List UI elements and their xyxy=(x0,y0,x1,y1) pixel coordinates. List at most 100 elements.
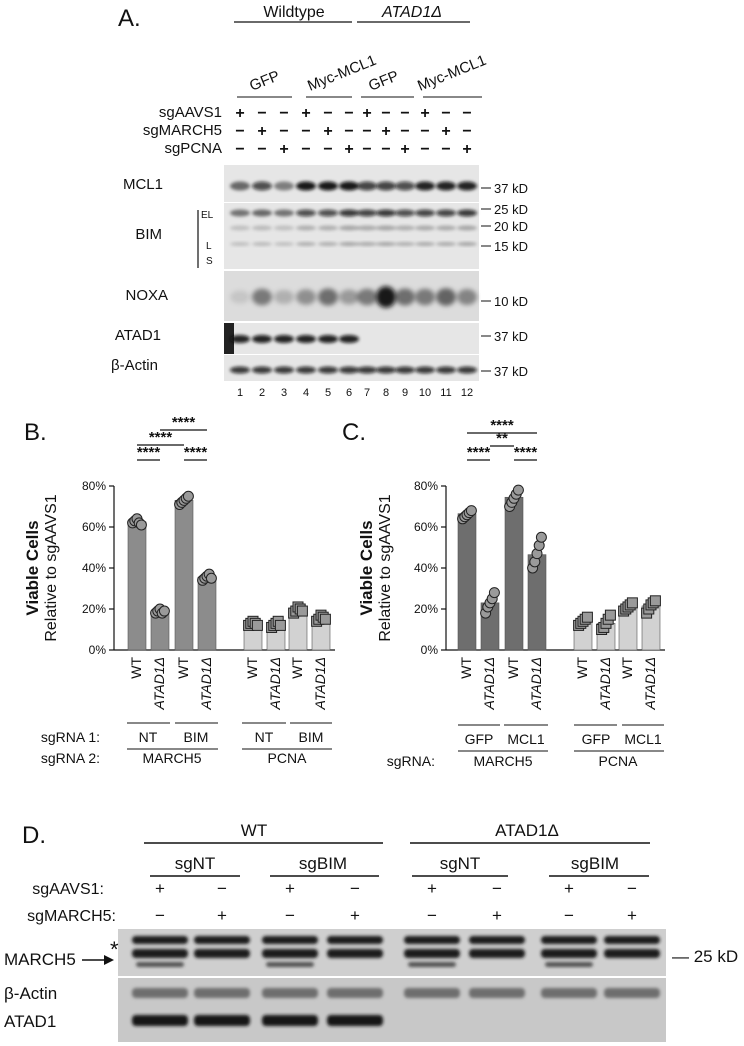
blot-band xyxy=(339,209,359,217)
construct-label: GFP xyxy=(366,67,401,94)
blot-band xyxy=(274,181,294,191)
asterisk: * xyxy=(110,937,119,962)
blot-band xyxy=(296,335,316,343)
atad1-band xyxy=(262,1015,318,1026)
x-category-label: ATAD1Δ xyxy=(267,657,283,710)
y-axis-label-2: Relative to sgAAVS1 xyxy=(377,494,394,641)
mw-marker: 37 kD xyxy=(494,364,528,379)
actin-band xyxy=(194,988,250,998)
y-tick-label: 0% xyxy=(421,643,439,657)
actin-band xyxy=(404,988,460,998)
blot-band xyxy=(230,209,250,217)
march5-band xyxy=(541,949,597,958)
actin-band xyxy=(132,988,188,998)
data-point xyxy=(135,519,147,531)
sig-stars: **** xyxy=(467,444,491,461)
data-point xyxy=(158,605,170,617)
sg-row-label: sgAAVS1 xyxy=(159,104,222,121)
atad1-header: ATAD1Δ xyxy=(381,4,442,21)
sign: − xyxy=(257,105,266,122)
subgroup-label: sgNT xyxy=(440,854,481,873)
sgrna2-value: PCNA xyxy=(599,753,639,769)
blot-band xyxy=(357,288,377,306)
subgroup-label: sgNT xyxy=(175,854,216,873)
march5-upper-band xyxy=(194,936,250,944)
blot-band xyxy=(318,209,338,217)
blot-band xyxy=(252,225,272,231)
x-category-label: WT xyxy=(128,657,144,679)
blot-band xyxy=(436,225,456,231)
blot-label: MCL1 xyxy=(123,176,163,193)
march5-upper-band xyxy=(469,936,525,944)
blot-band xyxy=(376,286,396,308)
sign: − xyxy=(400,105,409,122)
blot-edge xyxy=(224,323,234,354)
blot-band xyxy=(415,181,435,191)
data-point xyxy=(465,505,477,517)
blot-band xyxy=(395,225,415,231)
blot-band xyxy=(376,225,396,231)
sign: − xyxy=(381,105,390,122)
sign: − xyxy=(323,105,332,122)
blot-band xyxy=(296,289,316,305)
group-label: WT xyxy=(241,821,267,840)
x-category-label: ATAD1Δ xyxy=(151,657,167,710)
sign: − xyxy=(285,906,295,925)
sgrna1-label: sgRNA 1: xyxy=(41,729,100,745)
subgroup-label: sgBIM xyxy=(571,854,619,873)
atad1-band xyxy=(194,1015,250,1026)
data-point xyxy=(296,605,308,617)
blot-band xyxy=(415,242,435,246)
blot-band xyxy=(395,288,415,306)
lane-number: 9 xyxy=(402,387,408,399)
march5-upper-band xyxy=(327,936,383,944)
blot-band xyxy=(395,181,415,191)
bim-el: EL xyxy=(201,210,214,221)
data-point xyxy=(319,613,331,625)
y-axis-label-2: Relative to sgAAVS1 xyxy=(43,494,60,641)
x-category-label: WT xyxy=(289,657,305,679)
march5-band xyxy=(469,949,525,958)
y-tick-label: 40% xyxy=(414,561,438,575)
blot-band xyxy=(274,242,294,246)
sgrna1-value: BIM xyxy=(299,729,324,745)
bim-l: L xyxy=(206,241,212,252)
march5-band xyxy=(404,949,460,958)
sign: − xyxy=(420,141,429,158)
blot-band xyxy=(318,181,338,191)
blot-band xyxy=(230,290,250,304)
atad1-band xyxy=(327,1015,383,1026)
sign: + xyxy=(441,123,450,140)
march5-band xyxy=(604,949,660,958)
sgrna-sign-grid: sgAAVS1 + − − + − − + − − + − −sgMARCH5− + − − + − − + − − + −s… xyxy=(143,104,472,158)
mw-marker: 37 kD xyxy=(494,329,528,344)
y-tick-label: 60% xyxy=(414,520,438,534)
data-point xyxy=(251,619,263,631)
data-point xyxy=(205,572,217,584)
sign: − xyxy=(362,141,371,158)
blot-label: BIM xyxy=(135,226,162,243)
blot-band xyxy=(318,366,338,374)
chart-b: Viable Cells Relative to sgAAVS1 0% 20% 40% 6… xyxy=(23,414,335,766)
data-point xyxy=(182,490,194,502)
lane-number: 6 xyxy=(346,387,352,399)
blot-band xyxy=(436,209,456,217)
march5-lower-band xyxy=(266,962,314,967)
sign: + xyxy=(279,141,288,158)
sign: − xyxy=(381,141,390,158)
sign: − xyxy=(235,141,244,158)
panel-a-letter: A. xyxy=(118,5,141,32)
y-tick-label: 20% xyxy=(82,602,106,616)
sign: − xyxy=(441,105,450,122)
lane-number: 7 xyxy=(364,387,370,399)
blot-band xyxy=(436,366,456,374)
x-category-label: ATAD1Δ xyxy=(198,657,214,710)
lane-number: 8 xyxy=(383,387,389,399)
construct-label: Myc-MCL1 xyxy=(305,52,379,95)
western-blots-a: MCL1 BIM NOXA ATAD1 β-Actin EL LS 37 kD 25 kD 20 … xyxy=(111,165,528,399)
y-tick-label: 80% xyxy=(82,479,106,493)
mw-marker: 25 kD xyxy=(494,202,528,217)
bar xyxy=(127,521,147,651)
construct-label: GFP xyxy=(247,67,282,94)
sgrna1-value: GFP xyxy=(465,731,494,747)
